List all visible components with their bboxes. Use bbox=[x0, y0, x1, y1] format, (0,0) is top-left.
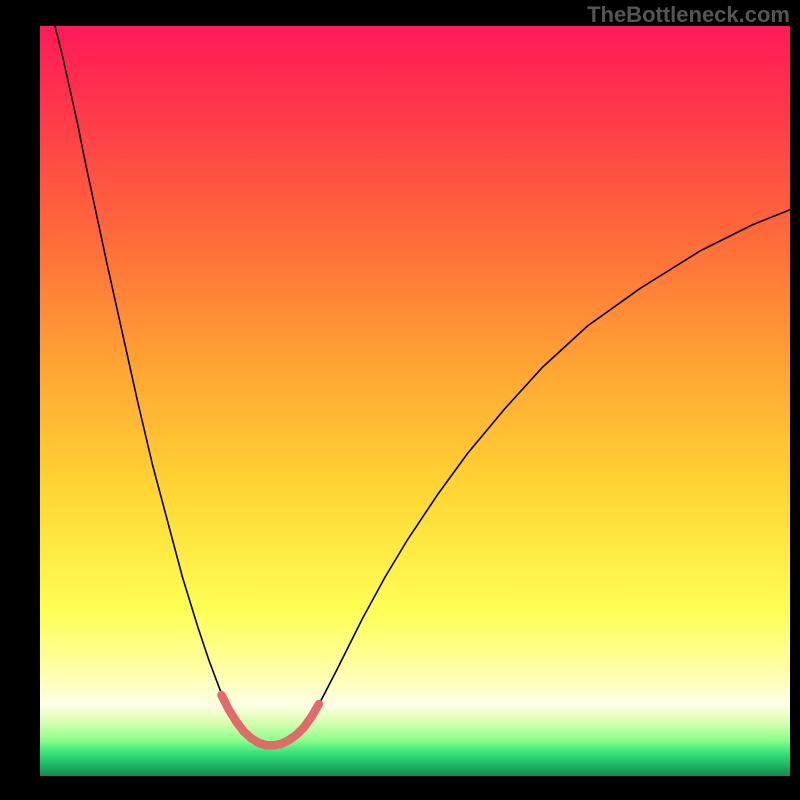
watermark-text: TheBottleneck.com bbox=[587, 2, 790, 28]
gradient-background bbox=[40, 26, 790, 776]
plot-area bbox=[40, 26, 790, 776]
chart-svg bbox=[40, 26, 790, 776]
chart-frame: TheBottleneck.com bbox=[0, 0, 800, 800]
